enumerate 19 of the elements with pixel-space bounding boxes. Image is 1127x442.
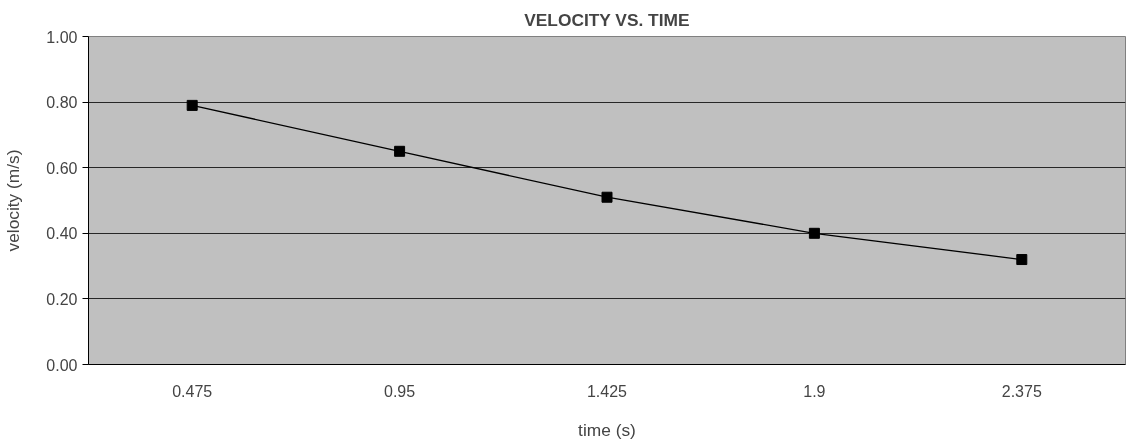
x-tick-label: 0.95: [384, 382, 416, 400]
y-tick-label: 0.40: [46, 225, 78, 243]
chart-title: VELOCITY VS. TIME: [524, 9, 690, 30]
y-tick-label: 0.20: [46, 290, 78, 308]
point: [808, 227, 820, 239]
point: [1016, 254, 1028, 266]
x-tick-label: 1.425: [586, 382, 628, 400]
point: [601, 191, 613, 203]
point: [394, 145, 406, 157]
x-tick-label: 1.9: [803, 382, 826, 400]
y-axis-title: velocity (m/s): [3, 149, 24, 252]
y-tick-label: 0.00: [46, 356, 78, 374]
x-tick-label: 0.475: [172, 382, 213, 400]
x-axis-title: time (s): [578, 419, 636, 440]
y-tick-label: 0.60: [46, 159, 78, 177]
point: [186, 99, 198, 111]
x-tick-label: 2.375: [1001, 382, 1042, 400]
y-tick-label: 1.00: [46, 28, 78, 46]
y-tick-label: 0.80: [46, 94, 78, 112]
